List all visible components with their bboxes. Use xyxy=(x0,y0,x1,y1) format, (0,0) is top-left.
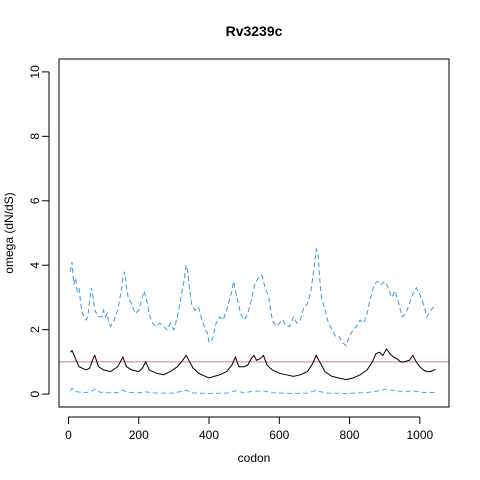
x-tick-label: 800 xyxy=(340,428,360,442)
y-tick-label: 10 xyxy=(28,65,42,79)
y-tick-label: 0 xyxy=(28,390,42,397)
series-line-estimate xyxy=(69,348,436,381)
series-line-lower xyxy=(69,387,436,395)
chart-title: Rv3239c xyxy=(226,23,283,39)
y-axis-label: omega (dN/dS) xyxy=(2,192,16,273)
series-line-upper xyxy=(69,247,437,347)
x-axis-label: codon xyxy=(238,451,271,465)
x-tick-label: 600 xyxy=(269,428,289,442)
x-tick-label: 1000 xyxy=(406,428,433,442)
x-tick-label: 400 xyxy=(199,428,219,442)
x-tick-label: 0 xyxy=(65,428,72,442)
y-tick-label: 6 xyxy=(28,197,42,204)
plot-area xyxy=(59,247,449,395)
x-tick-label: 200 xyxy=(129,428,149,442)
y-tick-label: 4 xyxy=(28,262,42,269)
plot-frame xyxy=(58,58,450,408)
y-tick-label: 2 xyxy=(28,326,42,333)
axes: 0 200 400 600 800 1000 0 2 4 6 8 10 xyxy=(28,65,434,442)
y-tick-label: 8 xyxy=(28,133,42,140)
